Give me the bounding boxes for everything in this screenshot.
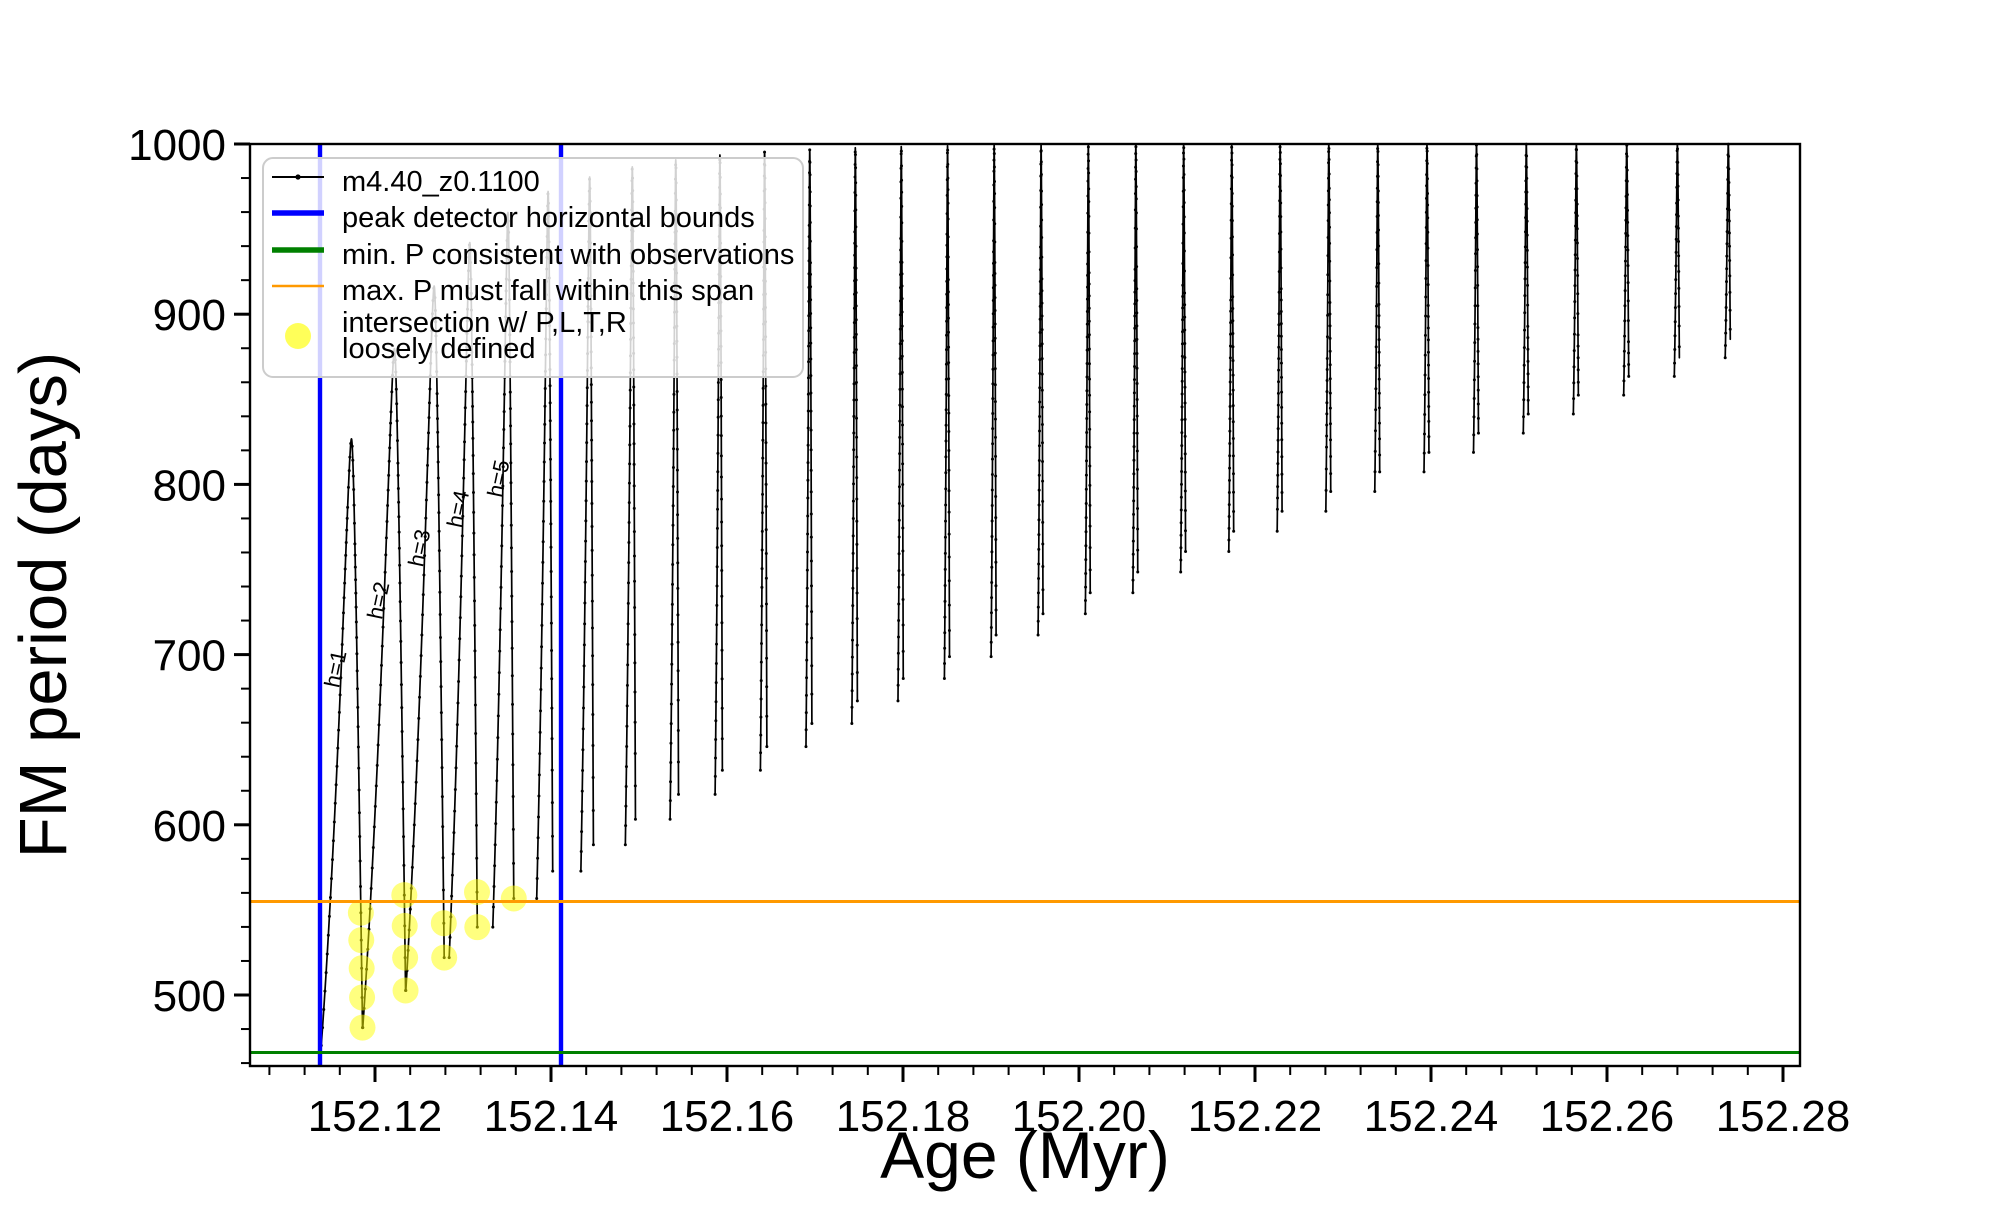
svg-text:500: 500 — [153, 972, 226, 1021]
svg-text:m4.40_z0.1100: m4.40_z0.1100 — [342, 166, 540, 198]
svg-text:152.28: 152.28 — [1716, 1092, 1851, 1141]
svg-text:152.12: 152.12 — [308, 1092, 443, 1141]
svg-text:800: 800 — [153, 461, 226, 510]
svg-text:peak detector horizontal bound: peak detector horizontal bounds — [342, 202, 755, 234]
svg-text:152.16: 152.16 — [660, 1092, 795, 1141]
svg-text:700: 700 — [153, 632, 226, 681]
svg-text:1000: 1000 — [128, 121, 226, 170]
svg-text:Age (Myr): Age (Myr) — [880, 1118, 1170, 1192]
svg-text:600: 600 — [153, 802, 226, 851]
svg-text:FM period (days): FM period (days) — [6, 352, 81, 858]
svg-text:152.22: 152.22 — [1188, 1092, 1323, 1141]
svg-text:152.26: 152.26 — [1540, 1092, 1675, 1141]
svg-text:min. P consistent with observa: min. P consistent with observations — [342, 239, 794, 271]
svg-text:152.24: 152.24 — [1364, 1092, 1499, 1141]
svg-text:loosely defined: loosely defined — [342, 333, 535, 365]
svg-text:900: 900 — [153, 291, 226, 340]
svg-text:152.14: 152.14 — [484, 1092, 619, 1141]
svg-text:max. P must fall within this s: max. P must fall within this span — [342, 275, 754, 307]
